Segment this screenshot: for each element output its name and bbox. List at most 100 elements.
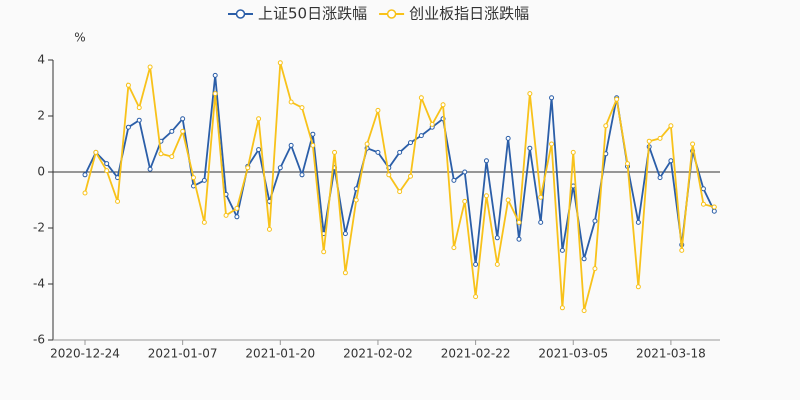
point: [538, 219, 544, 225]
point: [310, 142, 316, 148]
point: [635, 219, 641, 225]
point: [473, 294, 479, 300]
point: [408, 140, 413, 146]
x-tick-label: 2020-12-24: [50, 347, 120, 361]
point: [505, 197, 511, 203]
point: [668, 123, 674, 129]
point: [494, 261, 500, 267]
point: [310, 131, 316, 137]
point: [104, 168, 110, 174]
point: [288, 142, 294, 148]
point: [397, 189, 403, 195]
point: [527, 145, 533, 151]
point: [581, 308, 587, 314]
point: [299, 105, 305, 111]
point: [549, 141, 555, 147]
point: [125, 124, 131, 130]
point: [180, 128, 186, 134]
point: [570, 149, 576, 155]
point: [256, 147, 262, 153]
y-tick-label: 4: [37, 53, 45, 67]
point: [657, 175, 663, 181]
point: [321, 249, 327, 255]
x-tick-label: 2021-03-18: [636, 347, 706, 361]
point: [245, 165, 251, 171]
point: [364, 141, 370, 147]
point: [516, 219, 522, 225]
point: [408, 173, 413, 179]
point: [180, 116, 186, 122]
point: [125, 82, 131, 88]
point: [418, 95, 424, 101]
point: [581, 256, 587, 262]
point: [700, 186, 706, 192]
point: [299, 172, 305, 178]
point: [93, 149, 99, 155]
point: [386, 172, 392, 178]
point: [538, 194, 544, 200]
point: [212, 72, 218, 78]
legend-label: 创业板指日涨跌幅: [409, 5, 529, 23]
point: [451, 245, 457, 251]
point: [169, 128, 175, 134]
point: [234, 214, 240, 220]
point: [201, 219, 207, 225]
point: [614, 96, 620, 102]
point: [234, 205, 240, 211]
x-tick-label: 2021-02-02: [343, 347, 413, 361]
point: [201, 177, 207, 183]
y-unit: %: [74, 31, 85, 45]
point: [559, 247, 565, 253]
point: [473, 261, 479, 267]
x-tick-label: 2021-02-22: [441, 347, 511, 361]
point: [483, 158, 489, 164]
x-tick-label: 2021-03-05: [538, 347, 608, 361]
point: [635, 284, 641, 290]
point: [158, 151, 164, 157]
point: [277, 165, 283, 171]
x-tick-label: 2021-01-20: [245, 347, 315, 361]
point: [462, 198, 468, 204]
point: [353, 197, 359, 203]
point: [711, 208, 717, 214]
point: [603, 123, 609, 129]
point: [375, 107, 381, 113]
point: [147, 166, 153, 172]
point: [690, 141, 696, 147]
point: [592, 266, 598, 272]
point: [679, 247, 685, 253]
point: [277, 60, 283, 66]
point: [342, 231, 348, 237]
point: [397, 149, 403, 155]
point: [212, 91, 218, 97]
y-tick-label: 0: [37, 165, 45, 179]
point: [332, 149, 338, 155]
point: [440, 102, 446, 108]
series-line: [84, 62, 715, 311]
point: [451, 177, 457, 183]
point: [147, 64, 153, 70]
point: [82, 190, 88, 196]
point: [429, 121, 435, 127]
point: [223, 212, 229, 218]
point: [592, 218, 598, 224]
point: [191, 175, 196, 181]
point: [516, 236, 522, 242]
legend-marker: [386, 9, 397, 19]
point: [625, 161, 630, 167]
point: [559, 305, 565, 311]
point: [646, 138, 652, 144]
y-tick-label: -4: [33, 277, 45, 291]
point: [288, 99, 294, 105]
legend-label: 上证50日涨跌幅: [258, 5, 367, 23]
point: [483, 193, 489, 199]
point: [115, 198, 121, 204]
point: [657, 135, 663, 141]
series-line: [84, 75, 716, 265]
x-tick-label: 2021-01-07: [148, 347, 218, 361]
point: [375, 149, 381, 155]
y-tick-label: 2: [37, 109, 45, 123]
y-tick-label: -2: [33, 221, 45, 235]
